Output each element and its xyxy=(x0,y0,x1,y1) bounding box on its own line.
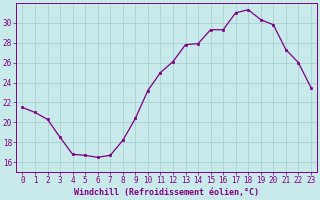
X-axis label: Windchill (Refroidissement éolien,°C): Windchill (Refroidissement éolien,°C) xyxy=(74,188,259,197)
